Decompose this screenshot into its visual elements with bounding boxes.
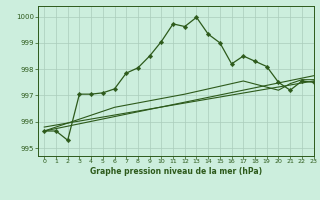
X-axis label: Graphe pression niveau de la mer (hPa): Graphe pression niveau de la mer (hPa) (90, 167, 262, 176)
